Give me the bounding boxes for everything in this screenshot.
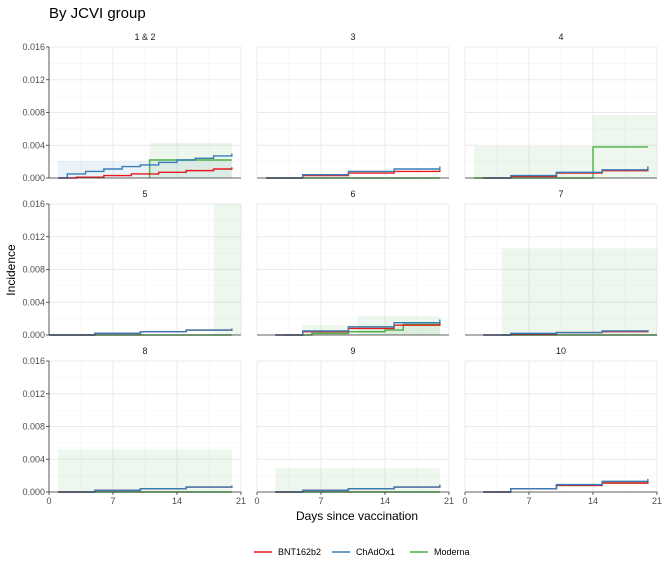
y-tick-label: 0.008 [22, 265, 45, 275]
x-tick-label: 21 [236, 496, 246, 506]
x-tick-label: 7 [318, 496, 323, 506]
y-tick-label: 0.016 [22, 356, 45, 366]
x-tick-label: 0 [46, 496, 51, 506]
panel-strip-label: 3 [350, 32, 355, 42]
legend-item-moderna: Moderna [410, 547, 470, 557]
x-tick-label: 7 [110, 496, 115, 506]
x-axis-title: Days since vaccination [296, 509, 418, 523]
ci-band-moderna [302, 325, 440, 335]
ci-band-moderna [213, 204, 241, 335]
y-axis-title: Incidence [4, 244, 18, 296]
series-line-chadox1 [58, 153, 233, 179]
panel-2: 3 [256, 32, 450, 179]
x-tick-label: 14 [172, 496, 182, 506]
legend-label-chadox1: ChAdOx1 [356, 547, 395, 557]
major-gridlines [256, 46, 450, 179]
x-tick-label: 14 [588, 496, 598, 506]
series-line-bnt162b2 [483, 481, 649, 493]
series-line-chadox1 [483, 166, 649, 179]
series-line-bnt162b2 [58, 167, 233, 179]
panel-strip-label: 4 [558, 32, 563, 42]
legend-item-bnt162b2: BNT162b2 [254, 547, 321, 557]
ci-band-moderna [275, 468, 440, 492]
y-tick-label: 0.004 [22, 140, 45, 150]
panel-strip-label: 6 [350, 189, 355, 199]
x-tick-label: 7 [526, 496, 531, 506]
series-line-chadox1 [266, 166, 441, 179]
chart-title: By JCVI group [49, 5, 146, 22]
x-tick-label: 0 [462, 496, 467, 506]
panel-6: 7 [464, 189, 658, 336]
minor-gridlines [49, 47, 241, 178]
series-line-chadox1 [58, 485, 233, 493]
series-line-chadox1 [275, 484, 441, 493]
panel-strip-label: 10 [556, 346, 566, 356]
legend: BNT162b2 ChAdOx1 Moderna [254, 547, 470, 557]
panel-7: 8 0.000 0.004 0.008 0.012 0.016 0 7 14 21 [22, 346, 246, 506]
legend-item-chadox1: ChAdOx1 [332, 547, 395, 557]
y-tick-label: 0.000 [22, 330, 45, 340]
x-tick-label: 21 [652, 496, 662, 506]
x-tick-label: 21 [444, 496, 454, 506]
panel-8: 9 0 7 14 21 [254, 346, 454, 506]
y-tick-label: 0.004 [22, 297, 45, 307]
legend-label-bnt162b2: BNT162b2 [278, 547, 321, 557]
series-line-chadox1 [483, 330, 649, 336]
panel-1: 1 & 2 0.000 0.004 0.008 0.012 0.016 [22, 32, 242, 183]
y-tick-label: 0.016 [22, 199, 45, 209]
legend-label-moderna: Moderna [434, 547, 470, 557]
panel-strip-label: 1 & 2 [134, 32, 155, 42]
x-tick-label: 14 [380, 496, 390, 506]
panel-9: 10 0 7 14 21 [462, 346, 662, 506]
series-line-chadox1 [49, 328, 233, 336]
y-tick-label: 0.000 [22, 173, 45, 183]
ci-band-chadox1 [58, 160, 232, 178]
panel-4: 5 0.000 0.004 0.008 0.012 0.016 [22, 189, 242, 340]
panel-strip-label: 9 [350, 346, 355, 356]
minor-gridlines [465, 204, 657, 335]
panel-strip-label: 8 [142, 346, 147, 356]
y-tick-label: 0.012 [22, 389, 45, 399]
y-tick-label: 0.008 [22, 422, 45, 432]
minor-gridlines [465, 361, 657, 492]
y-tick-label: 0.016 [22, 42, 45, 52]
panel-strip-label: 5 [142, 189, 147, 199]
ci-band-moderna [501, 248, 657, 335]
panel-5: 6 [256, 189, 450, 336]
y-tick-label: 0.008 [22, 108, 45, 118]
series-line-moderna [284, 323, 440, 336]
panels-group: 1 & 2 0.000 0.004 0.008 0.012 0.016 3 4 5 0.000 0.… [22, 32, 662, 506]
series-line-chadox1 [275, 319, 441, 336]
series-line-moderna [148, 159, 232, 178]
y-tick-label: 0.004 [22, 454, 45, 464]
y-tick-label: 0.012 [22, 232, 45, 242]
y-tick-label: 0.012 [22, 75, 45, 85]
series-line-chadox1 [483, 478, 649, 493]
ci-band-moderna [58, 449, 232, 492]
panel-3: 4 [464, 32, 658, 179]
y-tick-label: 0.000 [22, 487, 45, 497]
panel-strip-label: 7 [558, 189, 563, 199]
x-tick-label: 0 [254, 496, 259, 506]
